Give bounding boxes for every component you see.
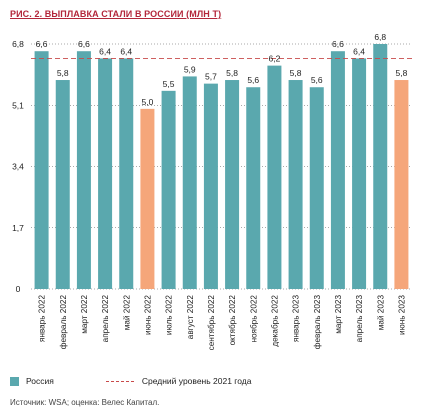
legend-swatch-russia: [10, 376, 19, 386]
legend-avg-line: [105, 380, 134, 382]
bar: [161, 90, 176, 290]
bar: [98, 58, 113, 289]
bar-value-label: 5,8: [57, 68, 69, 78]
bar-value-label: 6,6: [78, 39, 90, 49]
bar-value-label: 6,4: [99, 46, 111, 56]
bar-value-label: 6,6: [332, 39, 344, 49]
x-tick-label: апрель 2023: [355, 295, 364, 343]
bar: [267, 65, 282, 289]
bar: [246, 87, 261, 289]
x-tick-label: июнь 2022: [143, 295, 152, 335]
y-tick-label: 3,4: [12, 162, 24, 172]
bar-value-label: 5,5: [163, 79, 175, 89]
bar-value-label: 5,6: [247, 75, 259, 85]
bar-value-label: 5,8: [396, 68, 408, 78]
legend-label-avg: Средний уровень 2021 года: [141, 376, 252, 386]
bar: [394, 80, 409, 289]
y-tick-label: 0: [16, 284, 21, 294]
x-tick-label: февраль 2023: [313, 295, 322, 350]
x-tick-label: ноябрь 2022: [249, 295, 258, 343]
x-tick-label: март 2022: [80, 295, 89, 334]
x-tick-label: май 2022: [122, 295, 131, 331]
bar-value-label: 5,8: [226, 68, 238, 78]
bar-value-label: 6,4: [120, 46, 132, 56]
x-tick-label: июль 2022: [165, 295, 174, 336]
y-tick-label: 1,7: [12, 223, 24, 233]
y-tick-label: 5,1: [12, 100, 24, 110]
bar-value-label: 6,8: [374, 32, 386, 42]
chart-title: РИС. 2. ВЫПЛАВКА СТАЛИ В РОССИИ (МЛН Т): [10, 9, 222, 19]
bar-value-label: 6,4: [353, 46, 365, 56]
bar: [225, 80, 240, 289]
bar: [373, 44, 388, 289]
bar: [55, 80, 70, 289]
bar: [119, 58, 134, 289]
bar-value-label: 5,8: [290, 68, 302, 78]
bar: [330, 51, 345, 289]
x-tick-label: январь 2022: [38, 295, 47, 343]
x-tick-label: январь 2023: [292, 295, 301, 343]
bar-chart: 0 1,7 3,4 5,1 6,8 6,6 январь 2022 5,8 февраль 20…: [12, 32, 412, 351]
x-tick-label: октябрь 2022: [228, 295, 237, 346]
bar-value-label: 5,9: [184, 64, 196, 74]
legend-label-russia: Россия: [26, 376, 54, 386]
bar-value-label: 5,6: [311, 75, 323, 85]
x-tick-label: апрель 2022: [101, 295, 110, 343]
y-tick-label: 6,8: [12, 39, 24, 49]
x-tick-label: август 2022: [186, 295, 195, 340]
source-note: Источник: WSA; оценка: Велес Капитал.: [10, 398, 160, 407]
bar: [34, 51, 49, 289]
legend: Россия Средний уровень 2021 года: [10, 374, 251, 388]
x-tick-label: февраль 2022: [59, 295, 68, 350]
bar: [203, 83, 218, 289]
x-tick-label: декабрь 2022: [270, 295, 279, 347]
bar: [76, 51, 91, 289]
bar-value-label: 5,0: [142, 97, 154, 107]
bar: [140, 108, 155, 290]
bar: [352, 58, 367, 289]
x-tick-label: июнь 2023: [397, 295, 406, 335]
bar: [309, 87, 324, 289]
x-tick-label: май 2023: [376, 295, 385, 331]
bar-value-label: 6,2: [269, 54, 281, 64]
x-tick-label: март 2023: [334, 295, 343, 334]
bar-value-label: 5,7: [205, 72, 217, 82]
x-tick-label: сентябрь 2022: [207, 295, 216, 351]
bar-value-label: 6,6: [36, 39, 48, 49]
bar: [288, 80, 303, 289]
bar: [182, 76, 197, 289]
